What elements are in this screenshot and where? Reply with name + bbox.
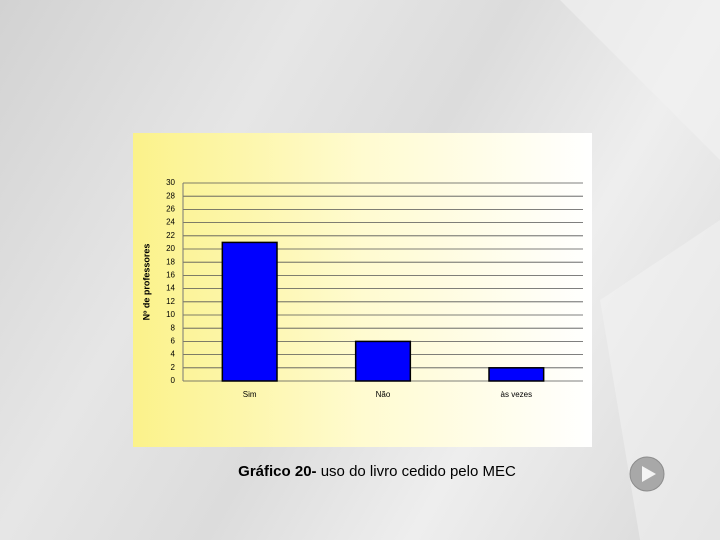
y-tick-label: 14 [166,284,175,293]
y-tick-label: 26 [166,205,175,214]
y-tick-label: 10 [166,310,175,319]
y-tick-label: 12 [166,297,175,306]
bar [221,241,278,382]
decor [600,220,720,540]
y-tick-label: 4 [171,350,176,359]
y-tick-label: 18 [166,257,175,266]
play-button[interactable] [629,456,665,492]
y-axis-label: Nº de professores [141,244,151,321]
y-tick-label: 20 [166,244,175,253]
bar [488,367,545,382]
play-icon[interactable] [642,466,656,482]
y-tick-label: 6 [171,337,176,346]
decor [560,0,720,160]
y-tick-label: 24 [166,218,175,227]
bar [354,340,412,382]
y-tick-label: 0 [171,376,176,385]
x-tick-label: às vezes [501,390,533,399]
y-tick-label: 22 [166,231,175,240]
x-tick-label: Sim [243,390,257,399]
y-tick-label: 28 [166,191,175,200]
y-tick-label: 30 [166,178,175,187]
caption-label: Gráfico 20- [238,463,316,480]
caption: Gráfico 20- uso do livro cedido pelo MEC [238,463,516,480]
y-tick-label: 16 [166,271,175,280]
chart-area [133,133,592,447]
caption-text: uso do livro cedido pelo MEC [321,463,516,480]
y-tick-label: 8 [171,323,176,332]
y-tick-label: 2 [171,363,176,372]
x-tick-label: Não [376,390,391,399]
